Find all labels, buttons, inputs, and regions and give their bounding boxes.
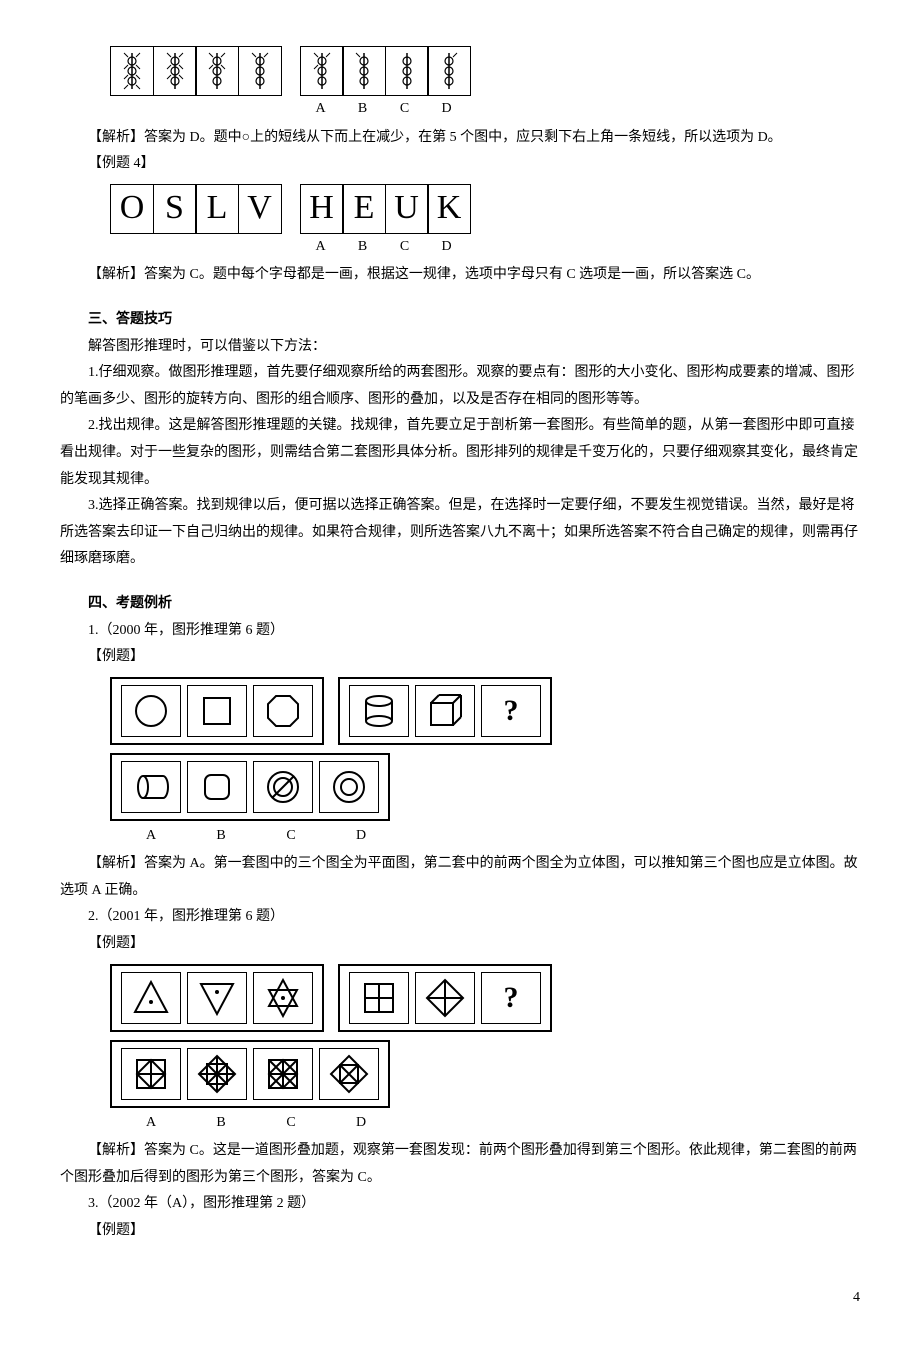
sec3-title: 三、答题技巧 — [60, 307, 860, 334]
q3-sub: 【例题】 — [60, 1218, 860, 1245]
ex4-figure: O S L V H E U K A B C D — [110, 184, 860, 261]
q2-heading: 2.（2001 年，图形推理第 6 题） — [60, 904, 860, 931]
q2-opt-b: B — [186, 1110, 256, 1137]
q1-opt-d: D — [326, 823, 396, 850]
q1-figure: ? A B C D — [110, 677, 860, 850]
sec3-p1: 1.仔细观察。做图形推理题，首先要仔细观察所给的两套图形。观察的要点有：图形的大… — [60, 360, 860, 413]
ex4-left-group: O S L V — [110, 184, 282, 261]
sec3-intro: 解答图形推理时，可以借鉴以下方法： — [60, 334, 860, 361]
question-mark-icon: ? — [504, 682, 519, 739]
ex3-opt-d: D — [426, 96, 468, 123]
ex3-left-group — [110, 46, 282, 123]
ex4-r2: U — [394, 176, 419, 241]
q1-heading: 1.（2000 年，图形推理第 6 题） — [60, 618, 860, 645]
ex4-opt-d: D — [426, 234, 468, 261]
q1-sub: 【例题】 — [60, 644, 860, 671]
q3-heading: 3.（2002 年（A），图形推理第 2 题） — [60, 1191, 860, 1218]
ex4-r0: H — [309, 176, 334, 241]
q1-opt-a: A — [116, 823, 186, 850]
q2-figure: ? A B C D — [110, 964, 860, 1137]
q1-opt-b: B — [186, 823, 256, 850]
question-mark-icon: ? — [504, 969, 519, 1026]
ex3-opt-b: B — [342, 96, 384, 123]
ex4-analysis: 【解析】答案为 C。题中每个字母都是一画，根据这一规律，选项中字母只有 C 选项… — [60, 262, 860, 289]
ex3-analysis: 【解析】答案为 D。题中○上的短线从下而上在减少，在第 5 个图中，应只剩下右上… — [60, 125, 860, 152]
q2-opt-c: C — [256, 1110, 326, 1137]
q2-sub: 【例题】 — [60, 931, 860, 958]
ex4-right-group: H E U K A B C D — [300, 184, 472, 261]
ex4-opt-c: C — [384, 234, 426, 261]
ex3-opt-c: C — [384, 96, 426, 123]
ex4-l1: S — [165, 176, 184, 241]
q1-opt-c: C — [256, 823, 326, 850]
ex4-l3: V — [247, 176, 272, 241]
ex4-r1: E — [354, 176, 375, 241]
ex4-opt-b: B — [342, 234, 384, 261]
q2-opt-d: D — [326, 1110, 396, 1137]
ex4-title: 【例题 4】 — [60, 151, 860, 178]
ex4-l0: O — [120, 176, 145, 241]
page-number: 4 — [60, 1285, 860, 1312]
ex4-r3: K — [437, 176, 462, 241]
q2-opt-a: A — [116, 1110, 186, 1137]
ex3-right-group: A B C D — [300, 46, 472, 123]
sec3-p2: 2.找出规律。这是解答图形推理题的关键。找规律，首先要立足于剖析第一套图形。有些… — [60, 413, 860, 493]
ex3-figure: A B C D — [110, 46, 860, 123]
ex3-opt-a: A — [300, 96, 342, 123]
ex4-l2: L — [207, 176, 228, 241]
ex4-opt-a: A — [300, 234, 342, 261]
q1-analysis: 【解析】答案为 A。第一套图中的三个图全为平面图，第二套中的前两个图全为立体图，… — [60, 851, 860, 904]
sec3-p3: 3.选择正确答案。找到规律以后，便可据以选择正确答案。但是，在选择时一定要仔细，… — [60, 493, 860, 573]
q2-analysis: 【解析】答案为 C。这是一道图形叠加题，观察第一套图发现：前两个图形叠加得到第三… — [60, 1138, 860, 1191]
sec4-title: 四、考题例析 — [60, 591, 860, 618]
